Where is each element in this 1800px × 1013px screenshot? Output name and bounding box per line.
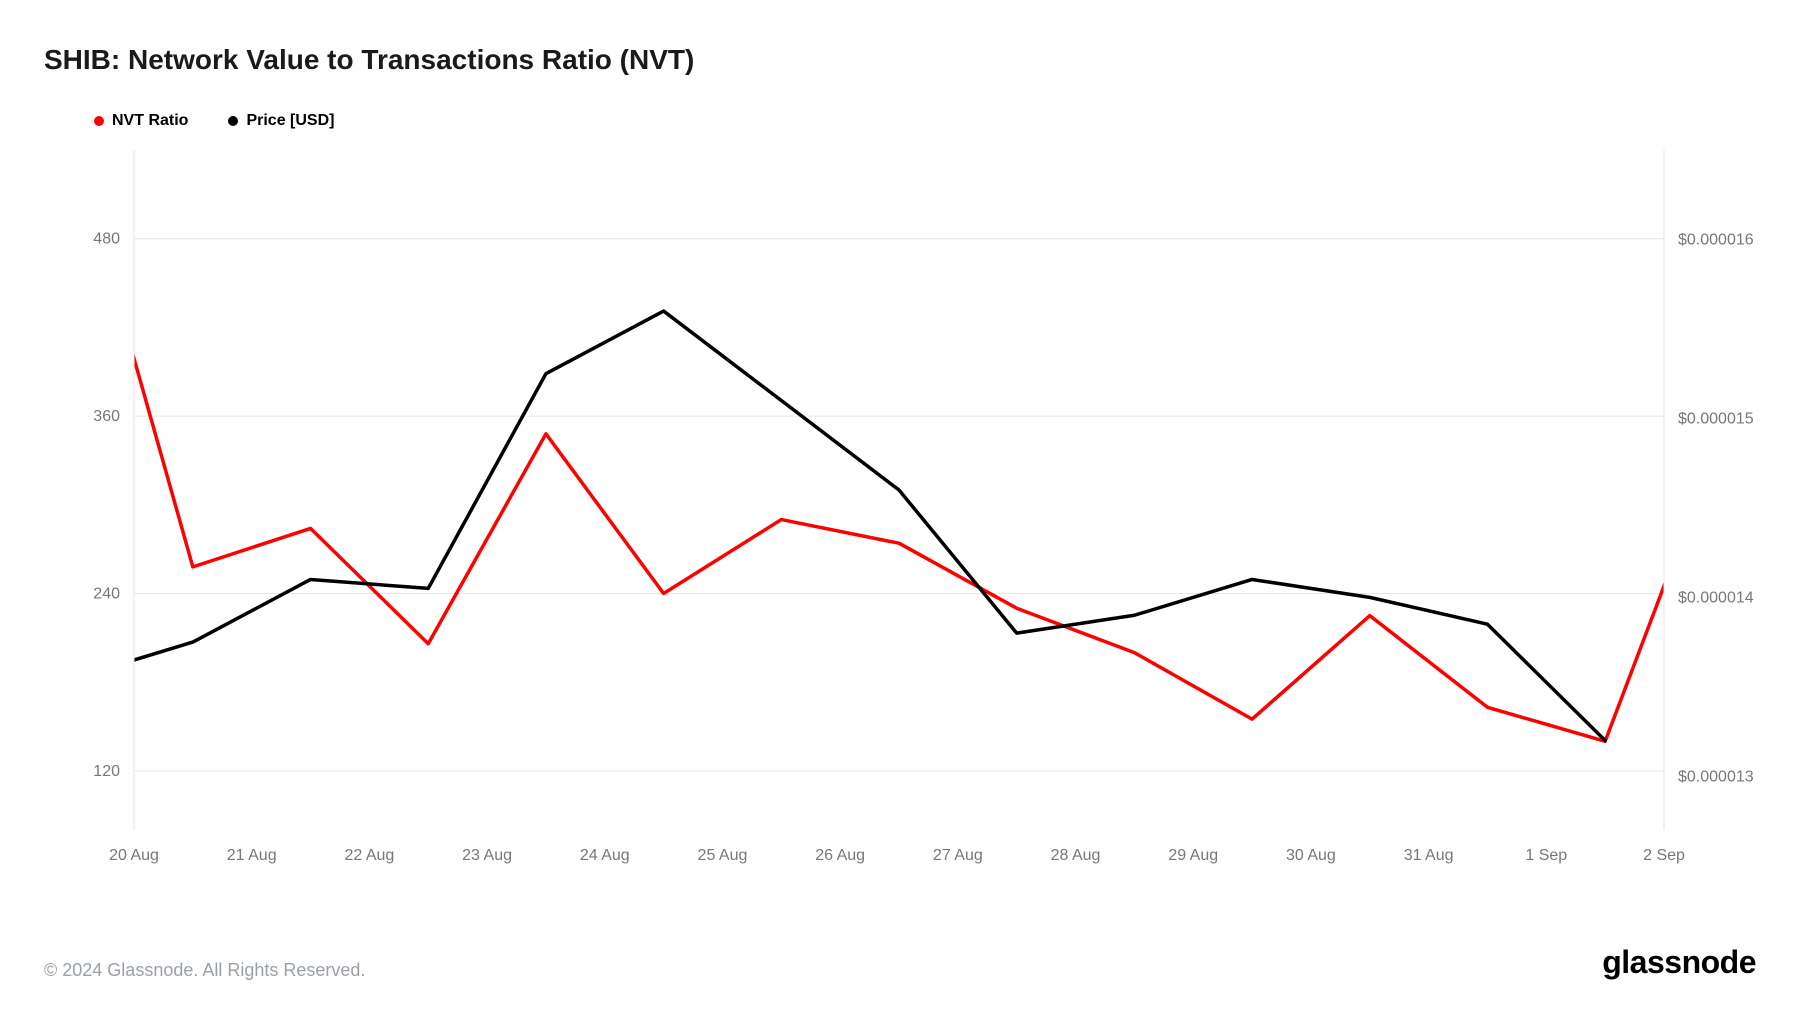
svg-text:24 Aug: 24 Aug xyxy=(580,847,630,864)
svg-text:$0.000015: $0.000015 xyxy=(1678,410,1754,427)
legend-label-price: Price [USD] xyxy=(246,112,334,130)
chart-container: SHIB: Network Value to Transactions Rati… xyxy=(0,0,1800,1013)
svg-text:29 Aug: 29 Aug xyxy=(1168,847,1218,864)
footer: © 2024 Glassnode. All Rights Reserved. g… xyxy=(44,944,1756,981)
legend-item-nvt: NVT Ratio xyxy=(94,112,188,130)
svg-text:120: 120 xyxy=(93,763,120,780)
svg-text:1 Sep: 1 Sep xyxy=(1525,847,1567,864)
svg-text:25 Aug: 25 Aug xyxy=(698,847,748,864)
svg-text:360: 360 xyxy=(93,408,120,425)
svg-text:$0.000013: $0.000013 xyxy=(1678,768,1754,785)
chart-svg: 120 240 360 480 $0.000013 $0.000014 $0.000015… xyxy=(44,140,1756,900)
svg-text:31 Aug: 31 Aug xyxy=(1404,847,1454,864)
svg-text:$0.000014: $0.000014 xyxy=(1678,589,1754,606)
legend: NVT Ratio Price [USD] xyxy=(94,112,1756,130)
brand-logo: glassnode xyxy=(1602,944,1756,981)
svg-text:28 Aug: 28 Aug xyxy=(1051,847,1101,864)
chart-plot-area: 120 240 360 480 $0.000013 $0.000014 $0.000015… xyxy=(44,140,1756,900)
y-axis-left: 120 240 360 480 xyxy=(93,231,120,780)
legend-dot-nvt xyxy=(94,116,104,126)
gridlines xyxy=(134,239,1664,771)
legend-dot-price xyxy=(228,116,238,126)
svg-text:20 Aug: 20 Aug xyxy=(109,847,159,864)
y-axis-right: $0.000013 $0.000014 $0.000015 $0.000016 xyxy=(1678,231,1754,785)
svg-text:27 Aug: 27 Aug xyxy=(933,847,983,864)
x-axis: 20 Aug 21 Aug 22 Aug 23 Aug 24 Aug 25 Aug 26 A… xyxy=(109,847,1685,864)
chart-title: SHIB: Network Value to Transactions Rati… xyxy=(44,44,1756,76)
copyright-text: © 2024 Glassnode. All Rights Reserved. xyxy=(44,960,365,981)
svg-text:480: 480 xyxy=(93,231,120,248)
svg-text:$0.000016: $0.000016 xyxy=(1678,231,1754,248)
svg-text:2 Sep: 2 Sep xyxy=(1643,847,1685,864)
legend-item-price: Price [USD] xyxy=(228,112,334,130)
legend-label-nvt: NVT Ratio xyxy=(112,112,188,130)
svg-text:240: 240 xyxy=(93,585,120,602)
svg-text:23 Aug: 23 Aug xyxy=(462,847,512,864)
svg-text:30 Aug: 30 Aug xyxy=(1286,847,1336,864)
svg-text:21 Aug: 21 Aug xyxy=(227,847,277,864)
svg-text:22 Aug: 22 Aug xyxy=(344,847,394,864)
svg-text:26 Aug: 26 Aug xyxy=(815,847,865,864)
